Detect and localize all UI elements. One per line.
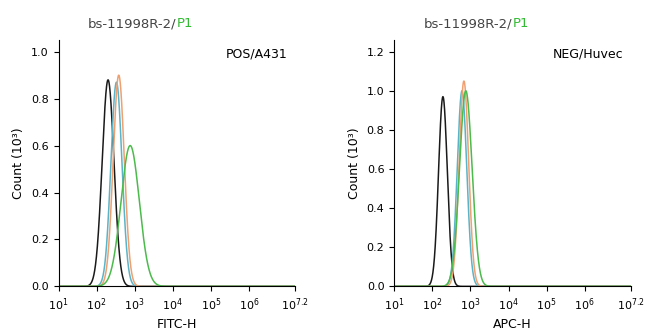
Text: NEG/Huvec: NEG/Huvec <box>552 47 623 60</box>
X-axis label: APC-H: APC-H <box>493 318 532 331</box>
Text: POS/A431: POS/A431 <box>226 47 288 60</box>
Text: P1: P1 <box>512 17 529 30</box>
Text: P1: P1 <box>177 17 193 30</box>
Text: bs-11998R-2/: bs-11998R-2/ <box>424 17 512 30</box>
X-axis label: FITC-H: FITC-H <box>157 318 197 331</box>
Y-axis label: Count (10³): Count (10³) <box>12 127 25 199</box>
Text: bs-11998R-2/: bs-11998R-2/ <box>88 17 177 30</box>
Y-axis label: Count (10³): Count (10³) <box>348 127 361 199</box>
